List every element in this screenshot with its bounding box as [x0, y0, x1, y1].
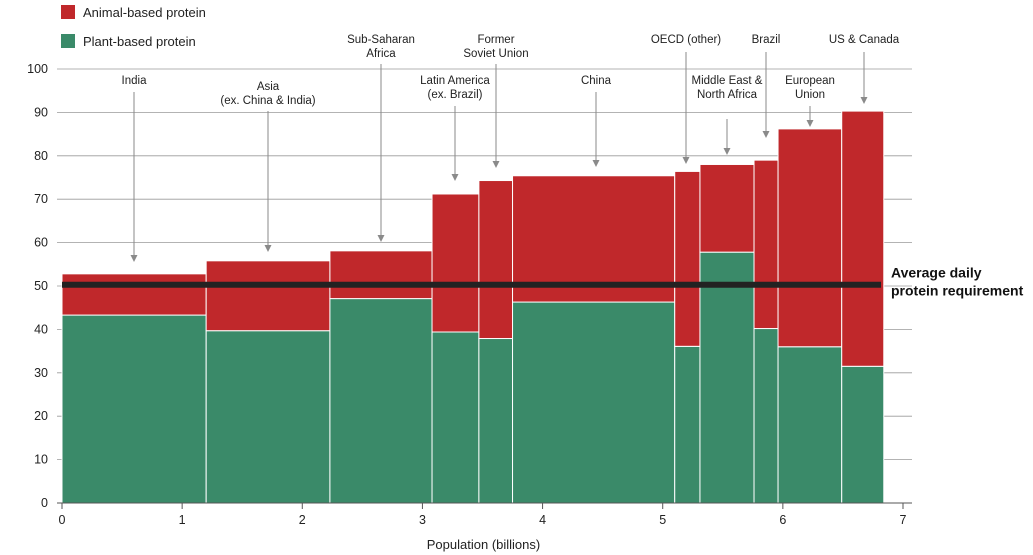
bar-animal-9 — [753, 159, 779, 330]
bar-plant-2 — [205, 330, 331, 504]
bar-animal-5 — [478, 180, 514, 340]
annotation-label-5: Former — [477, 34, 514, 46]
annotation-label-3: Africa — [366, 48, 396, 60]
reference-label-line2: protein requirement — [891, 283, 1024, 299]
annotation-arrowhead-9 — [762, 131, 770, 138]
annotation-label-3: Sub-Saharan — [347, 34, 415, 46]
bar-plant-10 — [777, 346, 843, 504]
annotation-arrowhead-5 — [492, 161, 500, 168]
bar-animal-2 — [205, 260, 331, 332]
annotation-label-11: US & Canada — [829, 34, 900, 46]
x-tick-label: 7 — [900, 513, 907, 527]
annotation-label-5: Soviet Union — [463, 48, 528, 60]
legend-swatch-1 — [61, 5, 75, 19]
annotation-arrowhead-6 — [592, 160, 600, 167]
annotation-arrowhead-11 — [860, 97, 868, 104]
legend-label-1: Animal-based protein — [83, 5, 206, 20]
y-tick-label: 100 — [27, 62, 48, 76]
bar-plant-5 — [478, 338, 514, 504]
annotation-label-8: Middle East & — [692, 75, 763, 87]
annotation-label-7: OECD (other) — [651, 34, 721, 46]
annotation-label-10: Union — [795, 89, 825, 101]
y-tick-label: 0 — [41, 496, 48, 510]
bar-animal-6 — [512, 175, 676, 303]
bar-plant-1 — [61, 314, 207, 504]
annotation-arrowhead-2 — [264, 245, 272, 252]
bar-plant-6 — [512, 301, 676, 504]
annotation-arrowhead-3 — [377, 235, 385, 242]
y-tick-label: 60 — [34, 236, 48, 250]
y-tick-label: 40 — [34, 322, 48, 336]
bar-plant-4 — [431, 331, 480, 504]
x-tick-label: 3 — [419, 513, 426, 527]
x-tick-label: 6 — [779, 513, 786, 527]
annotation-label-4: (ex. Brazil) — [428, 89, 483, 101]
x-tick-label: 0 — [59, 513, 66, 527]
annotation-arrowhead-10 — [806, 120, 814, 127]
bar-animal-10 — [777, 128, 843, 348]
y-tick-label: 90 — [34, 105, 48, 119]
annotation-label-2: Asia — [257, 81, 280, 93]
bar-animal-1 — [61, 273, 207, 316]
bar-plant-11 — [841, 365, 885, 504]
legend-swatch-2 — [61, 34, 75, 48]
x-tick-label: 1 — [179, 513, 186, 527]
bar-plant-8 — [699, 251, 755, 504]
annotation-arrowhead-7 — [682, 157, 690, 164]
y-tick-label: 70 — [34, 192, 48, 206]
reference-label-line1: Average daily — [891, 265, 982, 281]
x-tick-label: 4 — [539, 513, 546, 527]
annotation-arrowhead-4 — [451, 174, 459, 181]
y-tick-label: 80 — [34, 149, 48, 163]
bar-plant-3 — [329, 298, 433, 504]
y-tick-label: 30 — [34, 366, 48, 380]
legend-label-2: Plant-based protein — [83, 34, 196, 49]
annotation-label-9: Brazil — [752, 34, 781, 46]
bar-plant-7 — [674, 345, 701, 504]
annotation-label-8: North Africa — [697, 89, 758, 101]
bar-animal-7 — [674, 170, 701, 347]
y-tick-label: 10 — [34, 453, 48, 467]
annotation-label-10: European — [785, 75, 835, 87]
annotation-arrowhead-1 — [130, 255, 138, 262]
annotation-label-4: Latin America — [420, 75, 490, 87]
y-tick-label: 20 — [34, 409, 48, 423]
bar-animal-11 — [841, 110, 885, 367]
x-tick-label: 5 — [659, 513, 666, 527]
x-axis-label: Population (billions) — [427, 537, 540, 552]
annotation-label-6: China — [581, 75, 612, 87]
annotation-label-2: (ex. China & India) — [220, 95, 315, 107]
bar-plant-9 — [753, 328, 779, 504]
annotation-label-1: India — [122, 75, 148, 87]
bar-animal-4 — [431, 193, 480, 333]
bar-animal-3 — [329, 250, 433, 300]
bar-animal-8 — [699, 163, 755, 253]
x-tick-label: 2 — [299, 513, 306, 527]
y-tick-label: 50 — [34, 279, 48, 293]
annotation-arrowhead-8 — [723, 148, 731, 155]
